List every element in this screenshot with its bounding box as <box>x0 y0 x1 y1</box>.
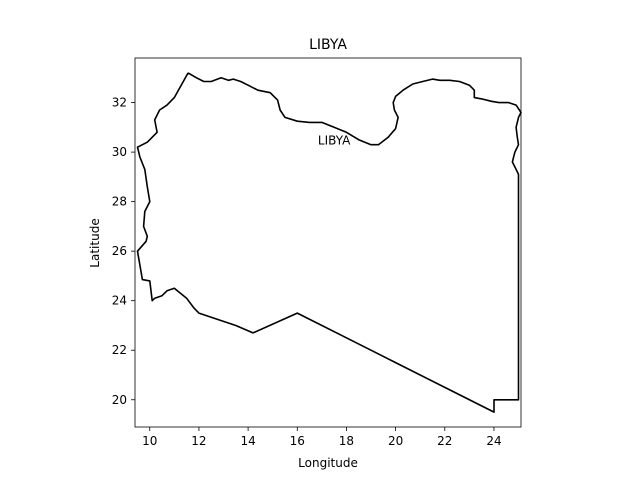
y-tick-label: 22 <box>112 343 127 357</box>
y-tick-label: 30 <box>112 145 127 159</box>
plot-area: LIBYA <box>136 72 522 413</box>
x-tick-label: 16 <box>290 434 305 448</box>
axes-frame <box>134 57 522 428</box>
y-axis-label: Latitude <box>88 218 102 267</box>
x-axis-ticks: 10 12 14 16 18 20 22 24 <box>142 427 502 448</box>
x-tick-label: 18 <box>339 434 354 448</box>
y-tick-label: 28 <box>112 195 127 209</box>
x-tick-label: 24 <box>486 434 501 448</box>
x-tick-label: 10 <box>142 434 157 448</box>
x-tick-label: 20 <box>388 434 403 448</box>
y-tick-label: 24 <box>112 294 127 308</box>
y-axis-ticks: 20 22 24 26 28 30 32 <box>112 96 135 407</box>
x-tick-label: 22 <box>437 434 452 448</box>
country-border-line <box>136 72 522 413</box>
x-axis-label: Longitude <box>298 456 358 470</box>
y-tick-label: 20 <box>112 393 127 407</box>
chart-title: LIBYA <box>309 37 347 53</box>
x-tick-label: 14 <box>240 434 255 448</box>
y-tick-label: 32 <box>112 96 127 110</box>
x-tick-label: 12 <box>191 434 206 448</box>
y-tick-label: 26 <box>112 244 127 258</box>
country-label: LIBYA <box>318 134 351 148</box>
